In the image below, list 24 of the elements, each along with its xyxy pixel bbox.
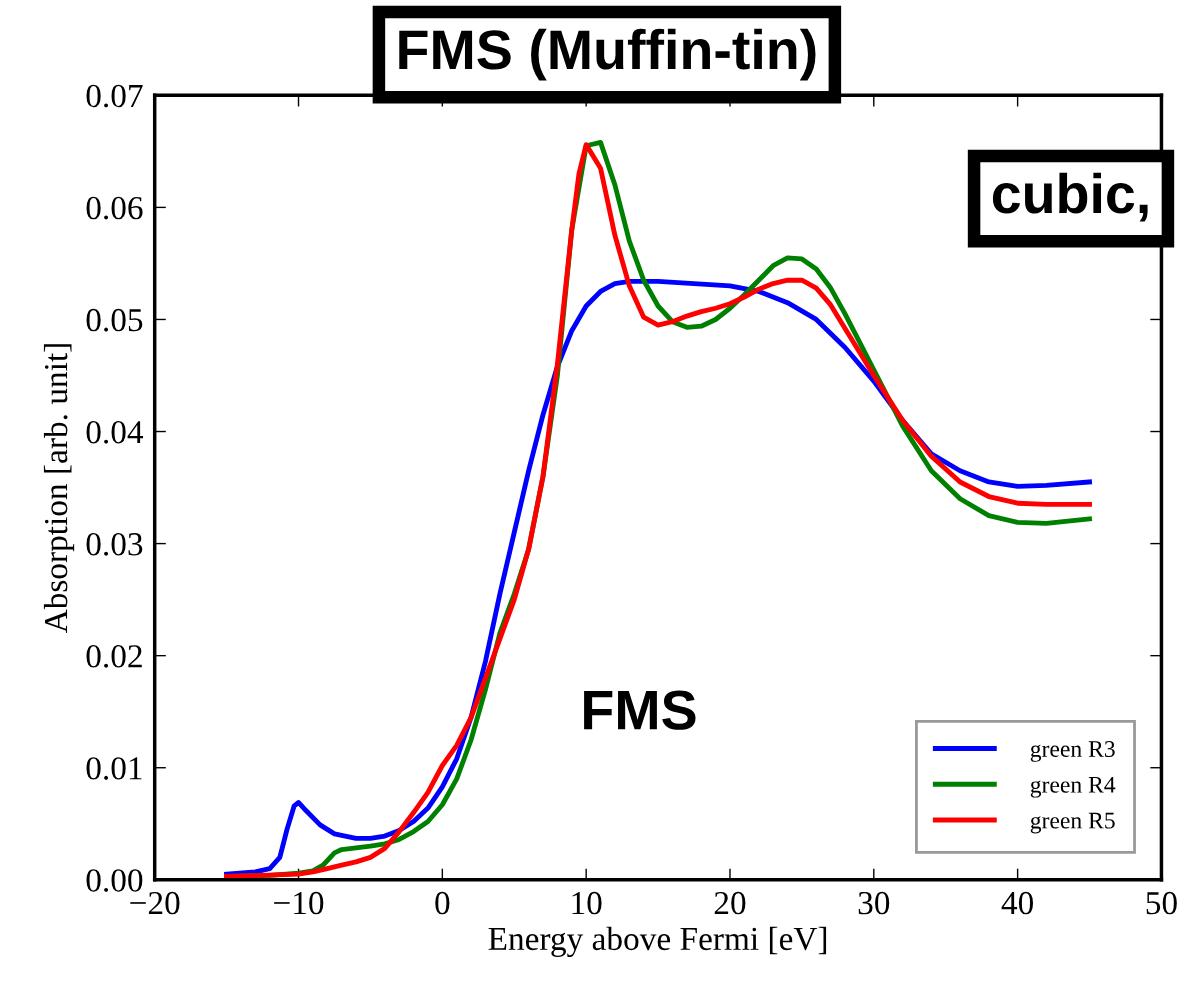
legend-label: green R4 — [1030, 776, 1116, 798]
x-tick-label: −10 — [274, 891, 324, 915]
x-tick-label: 20 — [714, 891, 746, 915]
y-tick-label: 0.05 — [86, 308, 143, 332]
x-tick-label: −20 — [130, 891, 180, 915]
y-tick-label: 0.04 — [86, 420, 144, 444]
y-tick-label: 0.01 — [86, 757, 142, 780]
y-tick-label: 0.00 — [86, 869, 143, 892]
annotation: cubic, — [992, 172, 1148, 222]
y-tick-label: 0.02 — [86, 645, 142, 668]
y-tick-label: 0.03 — [86, 532, 143, 556]
x-axis-title: Energy above Fermi [eV] — [488, 926, 827, 958]
x-tick-label: 0 — [435, 891, 450, 915]
x-tick-label: 10 — [572, 891, 602, 915]
y-tick-label: 0.06 — [86, 196, 143, 220]
legend-label: green R5 — [1030, 812, 1115, 834]
x-tick-label: 50 — [1146, 891, 1177, 915]
annotation: FMS — [584, 690, 696, 730]
chart-title: FMS (Muffin-tin) — [399, 28, 816, 81]
x-tick-label: 40 — [1001, 891, 1034, 915]
y-axis-title: Absorption [arb. unit] — [43, 344, 75, 634]
y-tick-label: 0.07 — [86, 84, 143, 108]
x-tick-label: 30 — [858, 891, 890, 915]
legend-label: green R3 — [1030, 741, 1115, 762]
